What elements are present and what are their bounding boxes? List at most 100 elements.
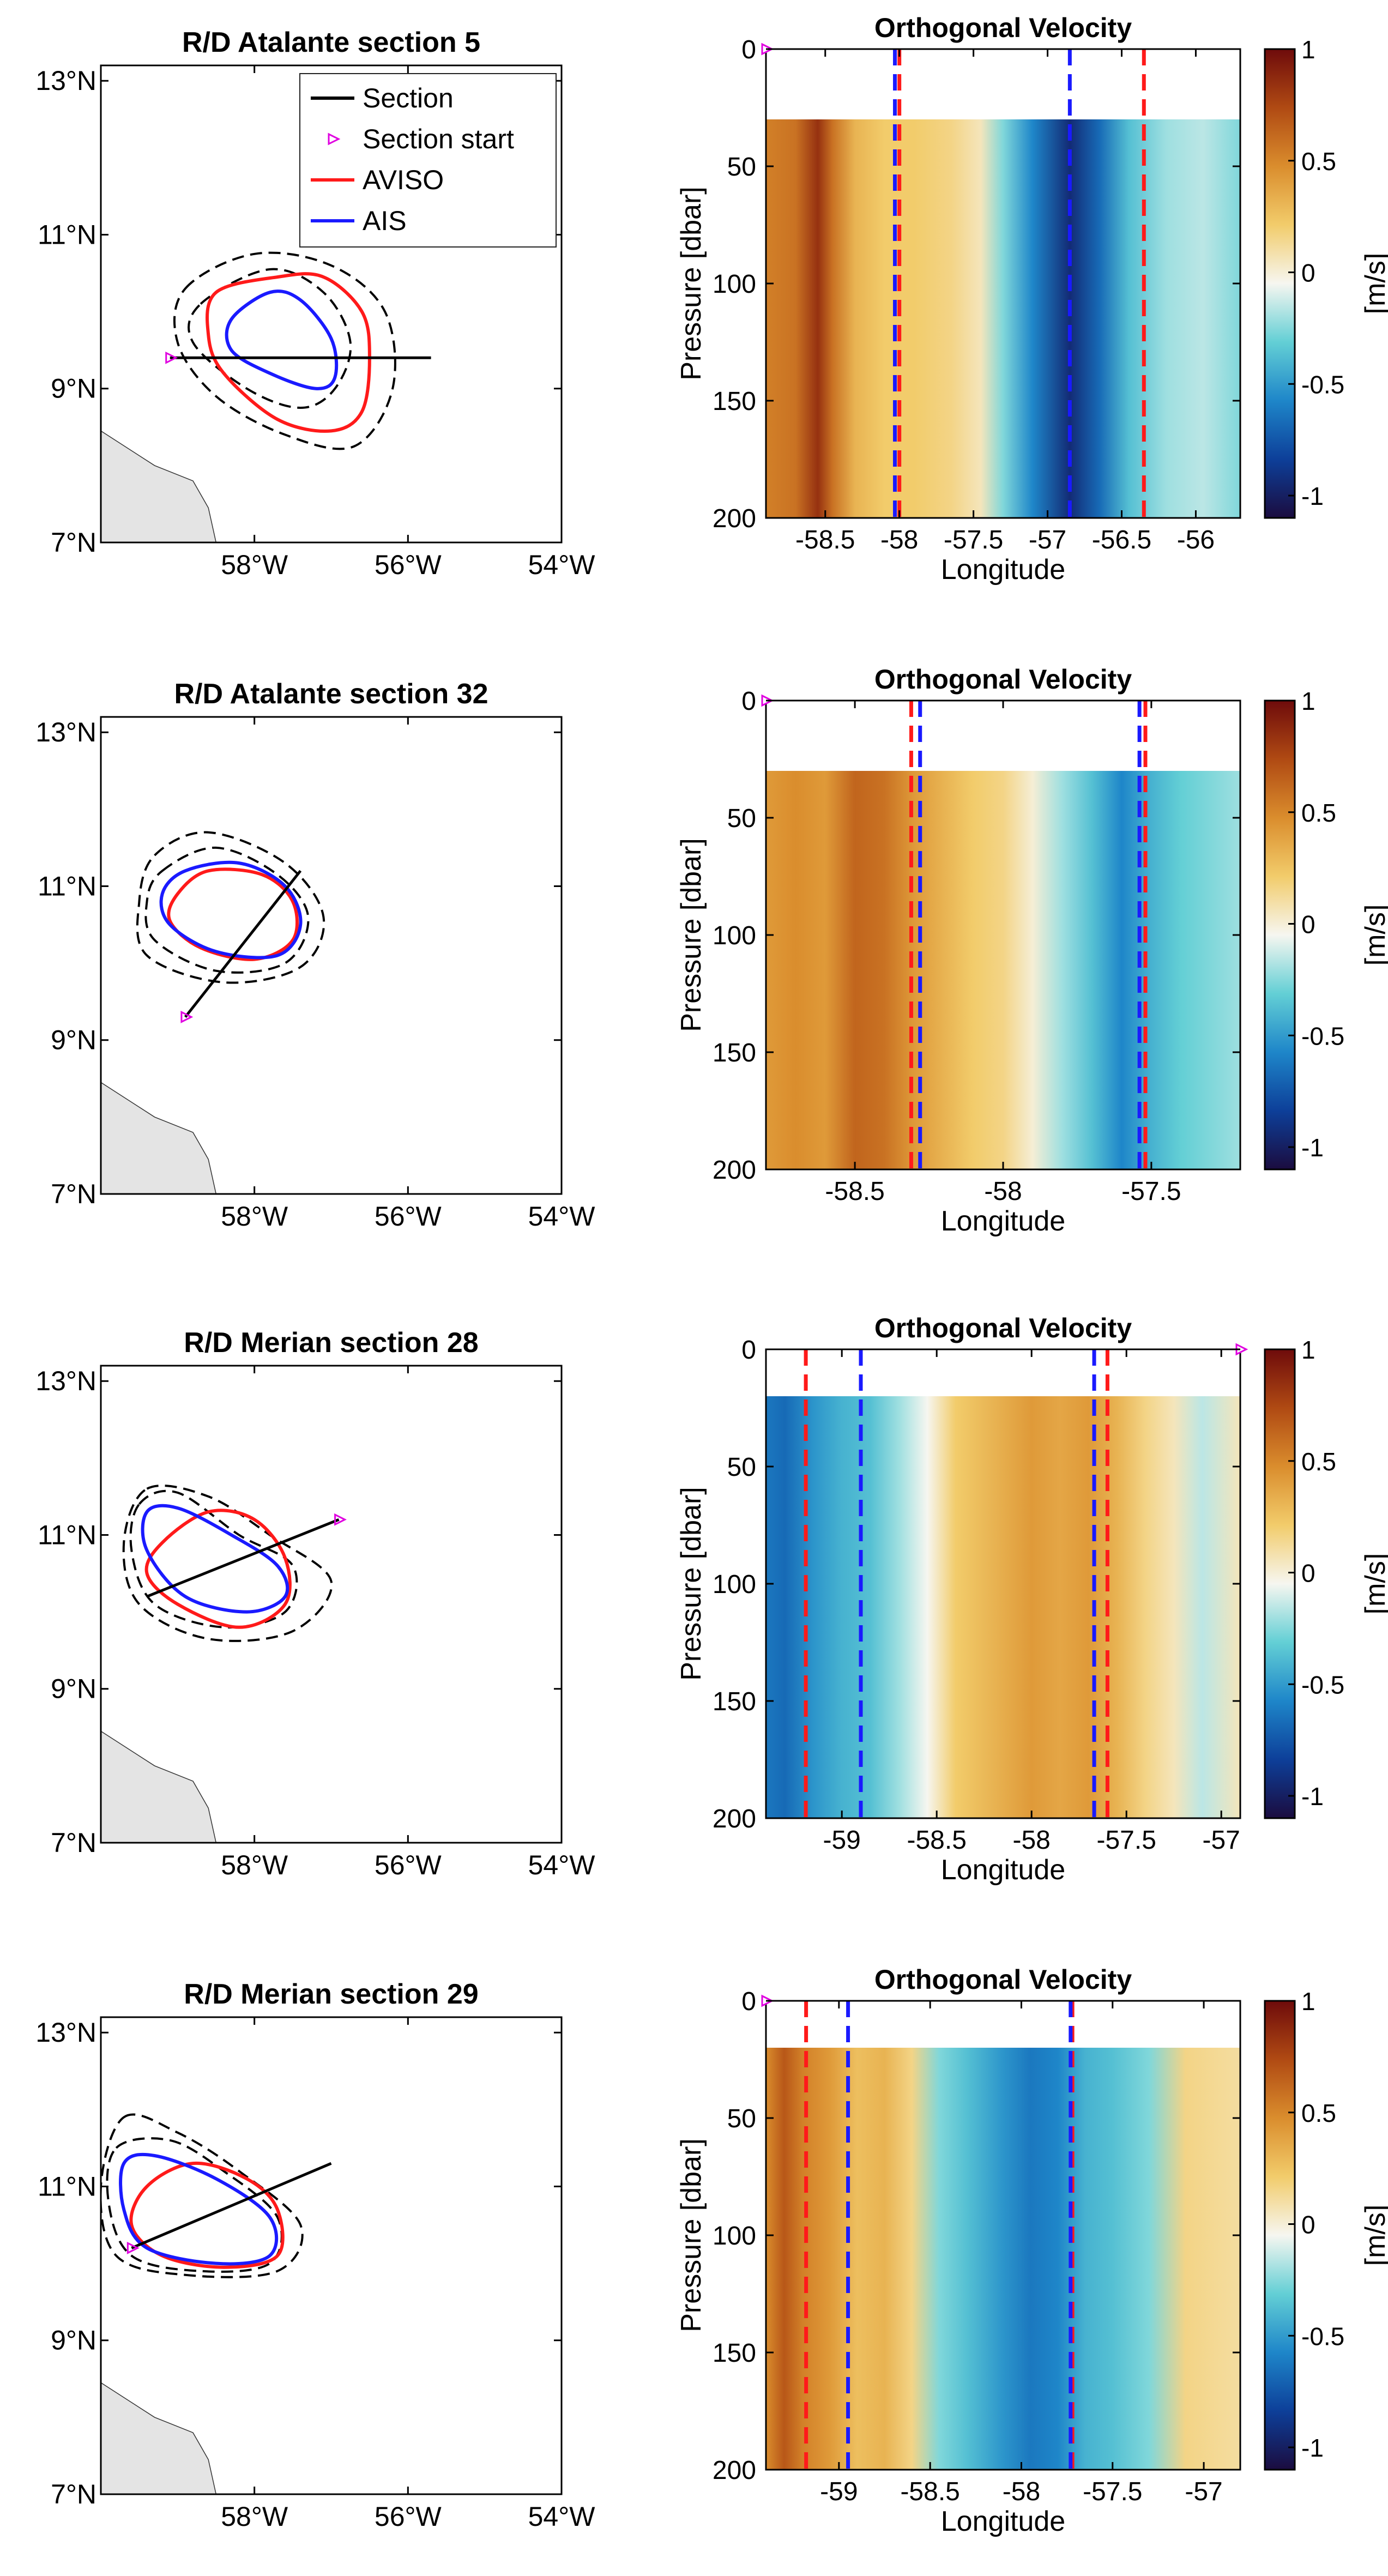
colorbar-label: [m/s] — [1360, 904, 1388, 966]
longitude-tick-label: -58.5 — [900, 2477, 959, 2506]
dashed-contour-inner — [129, 1489, 298, 1629]
colorbar-tick-label: -0.5 — [1301, 2322, 1344, 2350]
velocity-title: Orthogonal Velocity — [874, 664, 1132, 695]
dashed-contour-outer — [136, 831, 325, 984]
colorbar-tick-label: -1 — [1301, 1133, 1324, 1162]
lon-tick-label: 54°W — [528, 550, 596, 580]
land-coastline — [101, 430, 217, 542]
aviso-contour — [206, 272, 371, 433]
longitude-tick-label: -58 — [984, 1177, 1022, 1206]
section-line — [184, 870, 302, 1018]
map-frame — [100, 64, 563, 544]
pressure-tick-label: 100 — [713, 1570, 756, 1599]
colorbar — [1264, 1348, 1296, 1819]
lon-tick-label: 58°W — [221, 2501, 288, 2532]
map-plot-area — [101, 831, 325, 1194]
map-title: R/D Atalante section 5 — [182, 27, 480, 58]
velocity-plot-area — [766, 701, 1240, 1169]
map-panel: R/D Merian section 29 13°N 11°N 9°N 7°N 58°W 5… — [35, 1978, 595, 2532]
longitude-tick-label: -58.5 — [825, 1177, 884, 1206]
section-start-marker — [126, 2241, 140, 2254]
longitude-tick-label: -57.5 — [1121, 1177, 1181, 1206]
land-coastline — [101, 1730, 217, 1843]
lat-tick-label: 9°N — [51, 2325, 96, 2356]
section-start-marker — [180, 1010, 194, 1023]
colorbar-tick-label: -0.5 — [1301, 370, 1344, 399]
colorbar — [1264, 2000, 1296, 2471]
velocity-title: Orthogonal Velocity — [874, 13, 1132, 43]
velocity-field — [766, 2048, 1240, 2470]
map-panel: R/D Merian section 28 13°N 11°N 9°N 7°N 58°W 5… — [35, 1327, 595, 1880]
longitude-tick-label: -58 — [880, 526, 918, 554]
colorbar-label: [m/s] — [1360, 253, 1388, 315]
colorbar-label: [m/s] — [1360, 1553, 1388, 1615]
colorbar-tick-label: 1 — [1301, 1987, 1315, 2016]
longitude-tick-label: -58.5 — [907, 1826, 966, 1855]
colorbar-tick-label: 1 — [1301, 1336, 1315, 1364]
pressure-tick-label: 200 — [713, 2456, 756, 2485]
velocity-panel: Orthogonal Velocity 0 50 100 150 200 -59 -58.5 -… — [675, 1313, 1388, 1886]
pressure-tick-label: 100 — [713, 270, 756, 299]
velocity-field — [766, 1396, 1240, 1818]
colorbar-label: [m/s] — [1360, 2205, 1388, 2266]
legend-label: Section start — [363, 124, 514, 154]
map-frame — [100, 1365, 563, 1844]
pressure-tick-label: 200 — [713, 1156, 756, 1185]
ais-contour — [141, 1504, 289, 1614]
longitude-tick-label: -57.5 — [944, 526, 1003, 554]
velocity-plot-area — [766, 49, 1240, 518]
lat-tick-label: 13°N — [35, 1366, 96, 1396]
land-coastline — [101, 1082, 217, 1194]
velocity-title: Orthogonal Velocity — [874, 1964, 1132, 1995]
aviso-contour — [167, 867, 299, 961]
pressure-tick-label: 0 — [741, 35, 756, 64]
colorbar-tick-label: 0.5 — [1301, 2099, 1336, 2127]
lat-tick-label: 11°N — [38, 1519, 96, 1550]
velocity-plot-area — [766, 2001, 1240, 2470]
map-plot-area — [101, 251, 431, 542]
velocity-panel: Orthogonal Velocity 0 50 100 150 200 -59 -58.5 -… — [675, 1964, 1388, 2537]
map-legend: Section Section start AVISO AIS — [299, 73, 557, 248]
lat-tick-label: 7°N — [51, 1827, 96, 1858]
colorbar-tick-label: -1 — [1301, 2434, 1324, 2462]
dashed-contour-outer — [173, 251, 396, 450]
colorbar-tick-label: 0 — [1301, 259, 1315, 287]
dashed-contour-inner — [144, 846, 310, 974]
colorbar-tick-label: 0 — [1301, 1559, 1315, 1588]
longitude-tick-label: -58 — [1003, 2477, 1040, 2506]
lon-tick-label: 54°W — [528, 2501, 596, 2532]
y-axis-label: Pressure [dbar] — [675, 186, 707, 381]
colorbar-tick-label: -0.5 — [1301, 1670, 1344, 1699]
lat-tick-label: 9°N — [51, 373, 96, 404]
colorbar-tick-label: 0.5 — [1301, 799, 1336, 827]
map-plot-area — [101, 1484, 347, 1843]
aviso-contour — [144, 1509, 292, 1629]
pressure-tick-label: 150 — [713, 387, 756, 416]
lon-tick-label: 56°W — [375, 1201, 442, 1232]
land-coastline — [101, 2382, 217, 2494]
map-plot-area — [101, 2113, 332, 2494]
longitude-tick-label: -59 — [820, 2477, 858, 2506]
pressure-tick-label: 100 — [713, 2222, 756, 2251]
map-panel: R/D Atalante section 5 13°N 11°N 9°N 7°N 58°W… — [35, 27, 595, 580]
longitude-tick-label: -57 — [1185, 2477, 1222, 2506]
lon-tick-label: 56°W — [375, 550, 442, 580]
lat-tick-label: 13°N — [35, 65, 96, 96]
pressure-tick-label: 0 — [741, 687, 756, 716]
longitude-tick-label: -59 — [823, 1826, 861, 1855]
pressure-tick-label: 50 — [727, 1453, 756, 1482]
velocity-title: Orthogonal Velocity — [874, 1313, 1132, 1343]
colorbar-tick-label: -1 — [1301, 1782, 1324, 1811]
x-axis-label: Longitude — [941, 2506, 1065, 2537]
pressure-tick-label: 50 — [727, 2104, 756, 2133]
pressure-tick-label: 150 — [713, 2339, 756, 2368]
longitude-tick-label: -57.5 — [1083, 2477, 1142, 2506]
lon-tick-label: 56°W — [375, 1850, 442, 1880]
colorbar-tick-label: 1 — [1301, 687, 1315, 715]
x-axis-label: Longitude — [941, 1854, 1065, 1886]
aviso-contour — [129, 2161, 285, 2269]
lat-tick-label: 11°N — [38, 219, 96, 250]
colorbar-tick-label: -1 — [1301, 482, 1324, 510]
colorbar — [1264, 699, 1296, 1171]
